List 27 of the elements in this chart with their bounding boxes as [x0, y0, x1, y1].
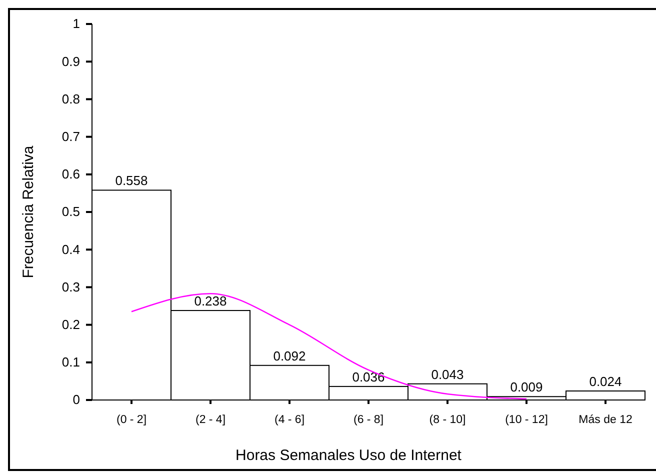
- data-label: 0.009: [510, 380, 543, 395]
- x-tick-label: (2 - 4]: [195, 414, 226, 426]
- x-tick-label: (0 - 2]: [116, 414, 147, 426]
- data-label: 0.043: [431, 366, 464, 382]
- y-tick-label: 0.9: [62, 54, 80, 69]
- y-tick-label: 0.4: [62, 242, 80, 257]
- x-tick-label: Más de 12: [578, 414, 632, 426]
- x-tick-label: (6 - 8]: [353, 414, 384, 426]
- y-tick-label: 0.6: [62, 166, 80, 182]
- x-tick-label: (8 - 10]: [429, 414, 466, 426]
- data-label: 0.558: [115, 173, 148, 188]
- y-tick-label: 0.8: [62, 91, 80, 106]
- data-label: 0.092: [273, 348, 306, 364]
- y-tick-label: 0.3: [62, 279, 80, 294]
- data-label: 0.024: [589, 374, 622, 389]
- y-tick-label: 0.1: [62, 354, 80, 370]
- y-tick-label: 1: [72, 16, 80, 32]
- y-tick-label: 0: [72, 392, 80, 408]
- data-label: 0.036: [352, 369, 385, 384]
- data-label: 0.238: [194, 294, 227, 309]
- y-axis-title: Frecuencia Relativa: [20, 145, 37, 278]
- y-tick-label: 0.2: [62, 316, 80, 332]
- x-tick-label: (4 - 6]: [274, 414, 305, 426]
- y-tick-label: 0.5: [62, 204, 80, 220]
- x-tick-label: (10 - 12]: [505, 414, 548, 426]
- x-axis-title: Horas Semanales Uso de Internet: [236, 447, 462, 464]
- y-tick-label: 0.7: [62, 128, 80, 144]
